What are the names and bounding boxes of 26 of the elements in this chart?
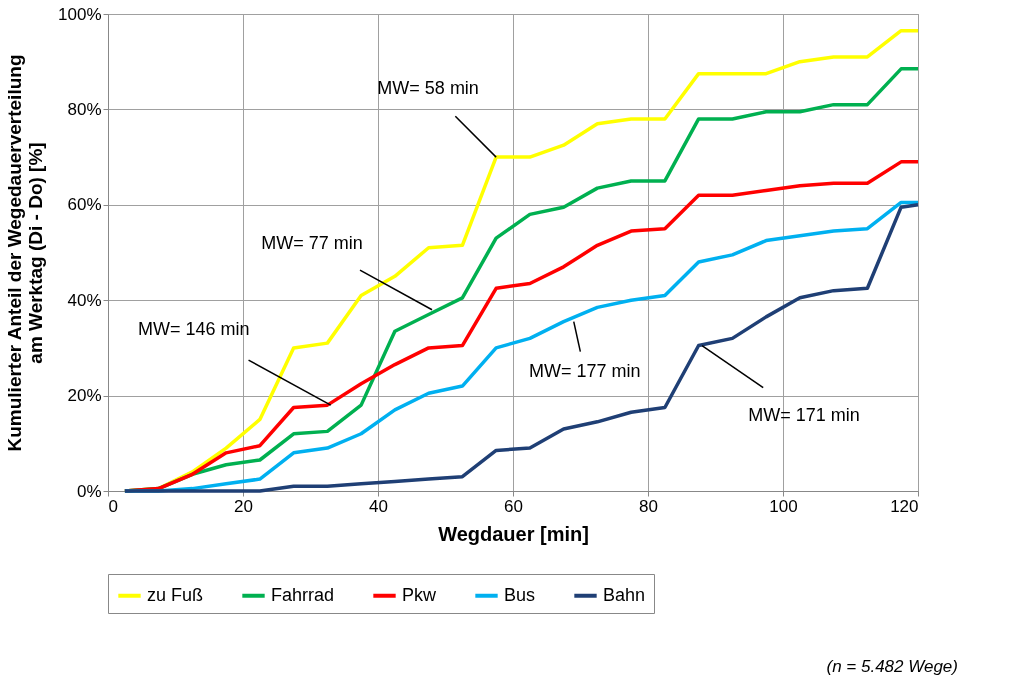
x-tick-label: 60 [504, 496, 523, 516]
x-tick-label: 120 [890, 496, 919, 516]
annotation: MW= 171 min [748, 404, 860, 425]
legend-label: zu Fuß [147, 584, 204, 605]
y-tick-label: 0% [76, 481, 102, 501]
text: (n = 5.482 Wege) [826, 657, 958, 676]
annotation: MW= 58 min [377, 78, 479, 99]
annotation: MW= 77 min [261, 232, 363, 253]
legend-label: Pkw [402, 584, 438, 605]
legend-label: Bus [504, 584, 536, 605]
y-tick-label: 100% [58, 4, 102, 24]
x-tick-label: 100 [769, 496, 798, 516]
y-tick-label: 40% [67, 290, 102, 310]
x-tick-label: 20 [234, 496, 253, 516]
x-tick-label: 80 [639, 496, 658, 516]
legend-label: Fahrrad [271, 584, 335, 605]
x-tick-label: 0 [108, 496, 118, 516]
y-tick-label: 60% [67, 195, 102, 215]
y-tick-label: 80% [67, 99, 102, 119]
x-axis-title: Wegdauer [min] [438, 522, 589, 545]
legend-label: Bahn [603, 584, 646, 605]
annotation: MW= 146 min [137, 319, 250, 340]
y-axis-title: Kumulierter Anteil der Wegedauerverteilung am Werktag (Di - Do) [%] [4, 54, 47, 452]
annotation: MW= 177 min [528, 360, 641, 381]
y-tick-label: 20% [67, 386, 102, 406]
x-tick-label: 40 [369, 496, 388, 516]
